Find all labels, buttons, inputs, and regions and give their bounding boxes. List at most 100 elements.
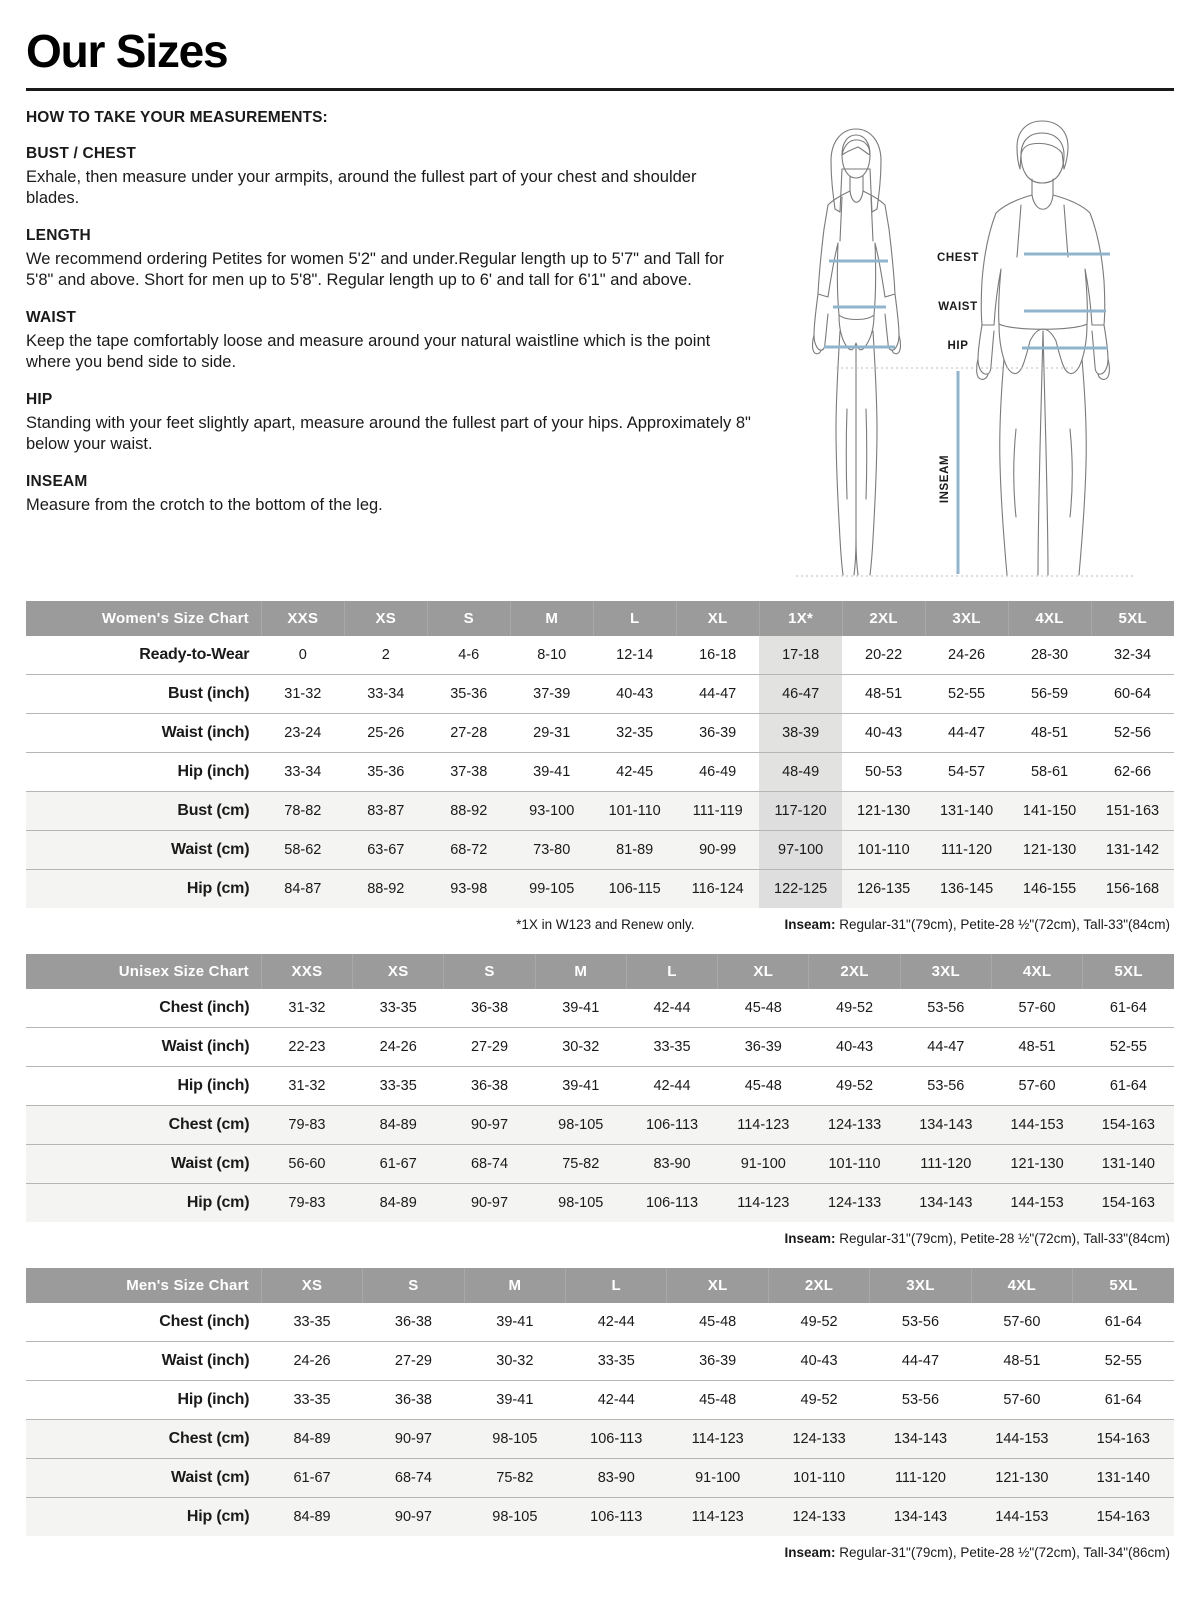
- column-header-2xl[interactable]: 2XL: [842, 601, 926, 636]
- cell-value: 25-26: [344, 713, 428, 753]
- cell-value: 33-35: [565, 1341, 667, 1381]
- row-label: Waist (cm): [26, 1458, 262, 1498]
- column-header-l[interactable]: L: [593, 601, 677, 636]
- table-row: Hip (cm) 84-87 88-92 93-98 99-105 106-115 116-…: [26, 869, 1174, 908]
- table-row: Waist (inch) 22-23 24-26 27-29 30-32 33-35 36-…: [26, 1027, 1174, 1067]
- footnote-asterisk-note: *1X in W123 and Renew only.: [516, 917, 695, 932]
- cell-value: 79-83: [261, 1183, 353, 1222]
- column-header-m[interactable]: M: [510, 601, 594, 636]
- column-header-5xl[interactable]: 5XL: [1082, 954, 1174, 989]
- column-header-xl[interactable]: XL: [717, 954, 810, 989]
- female-figure-outline: [811, 128, 902, 576]
- cell-value: 124-133: [768, 1419, 870, 1459]
- footnote-inseam-label: Inseam:: [784, 1545, 836, 1560]
- column-header-4xl[interactable]: 4XL: [991, 954, 1084, 989]
- column-header-2xl[interactable]: 2XL: [808, 954, 901, 989]
- cell-value: 53-56: [900, 989, 992, 1028]
- cell-value: 45-48: [666, 1380, 769, 1420]
- table-header-row: Unisex Size Chart XXS XS S M L XL 2XL 3XL 4XL 5XL: [26, 954, 1174, 989]
- table-row: Chest (inch) 31-32 33-35 36-38 39-41 42-44 45-…: [26, 989, 1174, 1028]
- table-row: Waist (inch) 23-24 25-26 27-28 29-31 32-35 36-…: [26, 713, 1174, 753]
- column-header-m[interactable]: M: [535, 954, 627, 989]
- column-header-3xl[interactable]: 3XL: [869, 1268, 972, 1303]
- row-label: Bust (cm): [26, 791, 262, 831]
- column-header-l[interactable]: L: [626, 954, 719, 989]
- cell-value: 52-55: [1082, 1027, 1174, 1067]
- column-header-xl[interactable]: XL: [666, 1268, 769, 1303]
- cell-value: 61-64: [1072, 1303, 1174, 1342]
- column-header-m[interactable]: M: [464, 1268, 567, 1303]
- table-row: Waist (cm) 56-60 61-67 68-74 75-82 83-90 91-10…: [26, 1144, 1174, 1184]
- cell-value: 63-67: [344, 830, 428, 870]
- table-row: Hip (inch) 31-32 33-35 36-38 39-41 42-44 45-48…: [26, 1066, 1174, 1106]
- cell-value: 57-60: [991, 989, 1083, 1028]
- cell-value: 33-35: [261, 1380, 363, 1420]
- column-header-s[interactable]: S: [427, 601, 511, 636]
- cell-value: 56-59: [1008, 674, 1092, 714]
- cell-value: 33-35: [352, 989, 444, 1028]
- row-label: Bust (inch): [26, 674, 262, 714]
- cell-value: 126-135: [842, 869, 926, 908]
- column-header-xxs[interactable]: XXS: [261, 954, 354, 989]
- cell-value: 122-125: [759, 869, 843, 908]
- column-header-xl[interactable]: XL: [676, 601, 760, 636]
- column-header-s[interactable]: S: [362, 1268, 465, 1303]
- cell-value: 68-72: [427, 830, 511, 870]
- cell-value: 40-43: [808, 1027, 901, 1067]
- body-figures-svg: CHEST WAIST HIP INSEAM: [796, 120, 1136, 577]
- column-header-l[interactable]: L: [565, 1268, 668, 1303]
- cell-value: 79-83: [261, 1105, 353, 1145]
- cell-value: 22-23: [261, 1027, 353, 1067]
- column-header-4xl[interactable]: 4XL: [1008, 601, 1092, 636]
- cell-value: 30-32: [464, 1341, 566, 1381]
- footnote-inseam-label: Inseam:: [784, 1231, 836, 1246]
- column-header-3xl[interactable]: 3XL: [900, 954, 992, 989]
- title-divider: [26, 88, 1174, 91]
- measure-heading-hip: HIP: [26, 390, 53, 408]
- cell-value: 83-87: [344, 791, 428, 831]
- cell-value: 101-110: [768, 1458, 870, 1498]
- column-header-s[interactable]: S: [443, 954, 536, 989]
- cell-value: 27-29: [443, 1027, 536, 1067]
- cell-value: 61-67: [261, 1458, 363, 1498]
- size-guide-page: Our Sizes HOW TO TAKE YOUR MEASUREMENTS:…: [26, 25, 1174, 1560]
- cell-value: 42-44: [626, 989, 718, 1028]
- cell-value: 131-140: [1072, 1458, 1174, 1498]
- cell-value: 42-44: [565, 1303, 667, 1342]
- cell-value: 33-35: [352, 1066, 444, 1106]
- column-header-xs[interactable]: XS: [352, 954, 445, 989]
- cell-value: 58-62: [261, 830, 345, 870]
- column-header-2xl[interactable]: 2XL: [768, 1268, 871, 1303]
- page-title: Our Sizes: [26, 25, 229, 77]
- cell-value: 78-82: [261, 791, 345, 831]
- measure-body-length: We recommend ordering Petites for women …: [26, 249, 724, 290]
- cell-value: 49-52: [768, 1303, 870, 1342]
- cell-value: 30-32: [535, 1027, 627, 1067]
- cell-value: 46-47: [759, 674, 843, 714]
- column-header-4xl[interactable]: 4XL: [971, 1268, 1074, 1303]
- cell-value: 0: [261, 636, 345, 675]
- cell-value: 36-39: [717, 1027, 809, 1067]
- column-header-1x-star[interactable]: 1X*: [759, 601, 843, 636]
- cell-value: 101-110: [593, 791, 677, 831]
- cell-value: 144-153: [971, 1497, 1073, 1536]
- cell-value: 146-155: [1008, 869, 1092, 908]
- row-label: Hip (cm): [26, 1497, 262, 1536]
- column-header-xs[interactable]: XS: [261, 1268, 364, 1303]
- cell-value: 4-6: [427, 636, 511, 675]
- column-header-xs[interactable]: XS: [344, 601, 428, 636]
- column-header-xxs[interactable]: XXS: [261, 601, 345, 636]
- column-header-3xl[interactable]: 3XL: [925, 601, 1009, 636]
- cell-value: 36-38: [362, 1380, 465, 1420]
- table-row: Hip (inch) 33-35 36-38 39-41 42-44 45-48 49-52…: [26, 1380, 1174, 1420]
- cell-value: 35-36: [344, 752, 428, 792]
- cell-value: 90-97: [362, 1419, 465, 1459]
- column-header-5xl[interactable]: 5XL: [1072, 1268, 1174, 1303]
- cell-value: 49-52: [808, 1066, 901, 1106]
- column-header-5xl[interactable]: 5XL: [1091, 601, 1174, 636]
- footnote-inseam-label: Inseam:: [784, 917, 836, 932]
- cell-value: 23-24: [261, 713, 345, 753]
- table-unisex: Unisex Size Chart XXS XS S M L XL 2XL 3XL 4XL 5XL C…: [26, 954, 1174, 1222]
- cell-value: 37-39: [510, 674, 594, 714]
- cell-value: 52-56: [1091, 713, 1174, 753]
